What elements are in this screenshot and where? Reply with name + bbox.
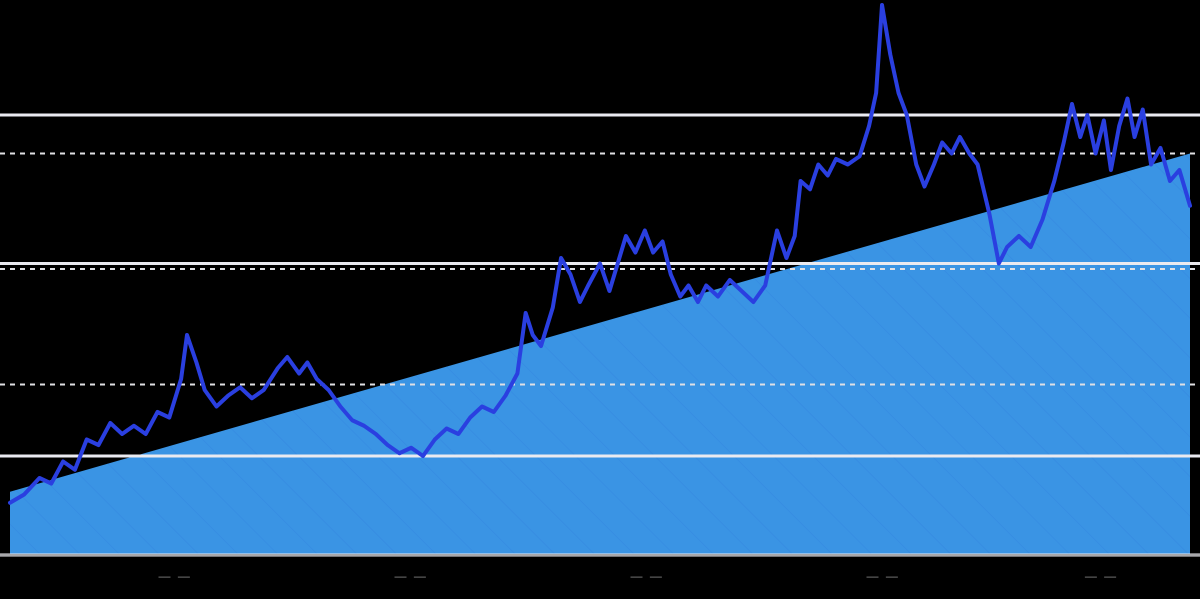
x-tick-label: — — bbox=[1085, 569, 1118, 583]
x-tick-label: — — bbox=[867, 569, 900, 583]
time-series-chart: — — — — — — — — — — bbox=[0, 0, 1200, 599]
x-tick-label: — — bbox=[631, 569, 664, 583]
x-tick-label: — — bbox=[159, 569, 192, 583]
x-tick-label: — — bbox=[395, 569, 428, 583]
